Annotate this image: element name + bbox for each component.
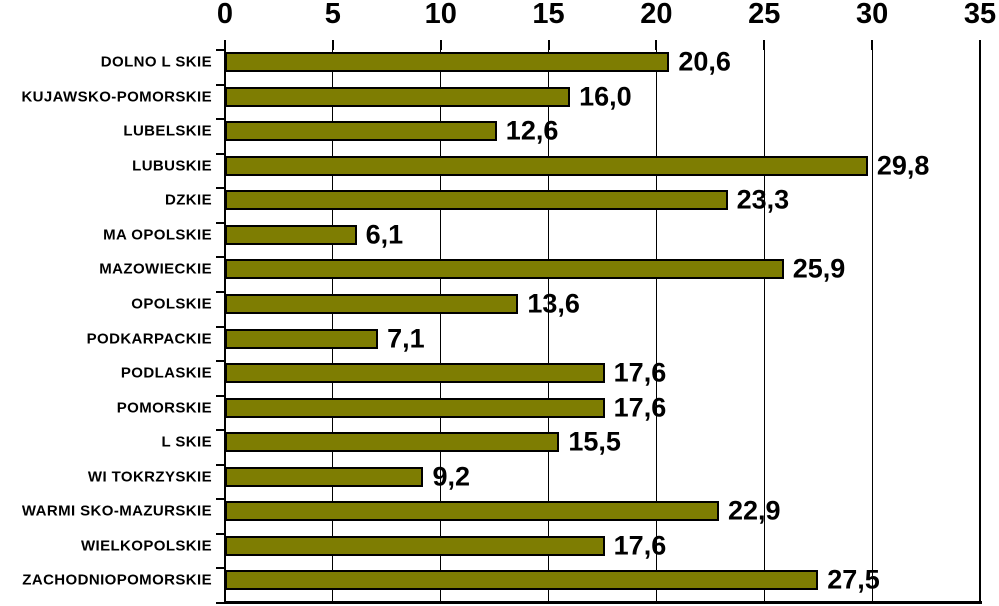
bar bbox=[225, 466, 424, 487]
value-label: 7,1 bbox=[387, 323, 425, 353]
bar bbox=[225, 501, 719, 522]
gridline bbox=[871, 50, 873, 603]
category-label: LUBELSKIE bbox=[123, 122, 212, 140]
x-tick-mark bbox=[655, 40, 658, 50]
category-tick-mark bbox=[216, 152, 225, 155]
x-tick-mark bbox=[979, 40, 981, 50]
bar bbox=[225, 432, 560, 453]
gridline bbox=[440, 50, 442, 603]
category-tick-mark bbox=[216, 290, 225, 293]
category-label: MA OPOLSKIE bbox=[103, 226, 212, 244]
x-tick-mark bbox=[871, 40, 874, 50]
value-label: 20,6 bbox=[678, 46, 731, 77]
value-label: 29,8 bbox=[876, 150, 930, 181]
bar bbox=[225, 86, 571, 107]
category-tick-mark bbox=[216, 83, 225, 86]
value-label: 15,5 bbox=[568, 426, 621, 457]
bar bbox=[225, 363, 605, 384]
bar bbox=[225, 52, 670, 72]
bar bbox=[225, 397, 605, 418]
category-label: WIELKOPOLSKIE bbox=[80, 537, 212, 555]
category-label: DOLNO L SKIE bbox=[100, 53, 212, 71]
bar bbox=[225, 293, 519, 314]
value-label: 17,6 bbox=[613, 357, 667, 388]
bar bbox=[225, 155, 868, 176]
category-tick-mark bbox=[216, 429, 225, 432]
category-tick-mark bbox=[216, 360, 225, 363]
x-tick-mark bbox=[547, 40, 550, 50]
x-tick-label: 25 bbox=[748, 0, 781, 30]
bar bbox=[225, 190, 728, 211]
value-label: 12,6 bbox=[505, 115, 559, 146]
category-label: MAZOWIECKIE bbox=[99, 260, 212, 278]
bar bbox=[225, 570, 819, 591]
category-tick-mark bbox=[216, 602, 225, 604]
x-tick-mark bbox=[763, 40, 766, 50]
bar bbox=[225, 121, 497, 142]
bar bbox=[225, 224, 357, 245]
y-axis-line bbox=[224, 40, 226, 603]
x-tick-label: 15 bbox=[532, 0, 565, 30]
gridline bbox=[763, 50, 765, 603]
category-tick-mark bbox=[216, 498, 225, 501]
x-tick-label: 10 bbox=[424, 0, 457, 30]
value-label: 9,2 bbox=[432, 461, 470, 492]
category-tick-mark bbox=[216, 394, 225, 397]
value-label: 27,5 bbox=[827, 564, 880, 595]
category-label: ZACHODNIOPOMORSKIE bbox=[22, 571, 212, 589]
category-label: KUJAWSKO-POMORSKIE bbox=[21, 88, 212, 106]
category-tick-mark bbox=[216, 325, 225, 328]
value-label: 13,6 bbox=[527, 288, 580, 319]
category-label: PODKARPACKIE bbox=[86, 330, 212, 347]
value-label: 17,6 bbox=[613, 530, 667, 561]
x-axis-bottom-line bbox=[224, 601, 982, 604]
gridline bbox=[655, 50, 657, 603]
x-tick-label: 35 bbox=[963, 0, 997, 30]
value-label: 22,9 bbox=[727, 495, 781, 526]
category-tick-mark bbox=[216, 118, 225, 121]
category-tick-mark bbox=[216, 256, 225, 259]
category-label: L SKIE bbox=[161, 433, 212, 451]
x-tick-label: 30 bbox=[856, 0, 889, 30]
category-tick-mark bbox=[216, 221, 225, 224]
category-label: WARMI SKO-MAZURSKIE bbox=[21, 502, 212, 520]
category-tick-mark bbox=[216, 49, 225, 51]
category-tick-mark bbox=[216, 463, 225, 466]
x-tick-mark bbox=[439, 40, 442, 50]
value-label: 16,0 bbox=[579, 81, 632, 112]
x-tick-mark bbox=[331, 40, 334, 50]
value-label: 17,6 bbox=[613, 392, 667, 423]
category-label: DZKIE bbox=[165, 191, 212, 209]
value-label: 6,1 bbox=[365, 219, 404, 250]
x-tick-label: 0 bbox=[216, 0, 234, 30]
category-label: POMORSKIE bbox=[116, 399, 212, 417]
gridline bbox=[979, 50, 981, 603]
gridline bbox=[548, 50, 550, 603]
category-tick-mark bbox=[216, 532, 225, 535]
bar bbox=[225, 259, 784, 280]
bar bbox=[225, 535, 605, 556]
category-tick-mark bbox=[216, 567, 225, 570]
category-label: PODLASKIE bbox=[120, 364, 212, 382]
category-label: WI TOKRZYSKIE bbox=[87, 468, 212, 486]
gridline bbox=[332, 50, 334, 603]
value-label: 25,9 bbox=[792, 253, 846, 284]
bar bbox=[225, 328, 379, 349]
x-tick-label: 20 bbox=[640, 0, 673, 30]
x-tick-label: 5 bbox=[324, 0, 341, 30]
category-tick-mark bbox=[216, 187, 225, 190]
category-label: LUBUSKIE bbox=[132, 157, 212, 175]
value-label: 23,3 bbox=[736, 184, 790, 215]
category-label: OPOLSKIE bbox=[131, 295, 212, 313]
